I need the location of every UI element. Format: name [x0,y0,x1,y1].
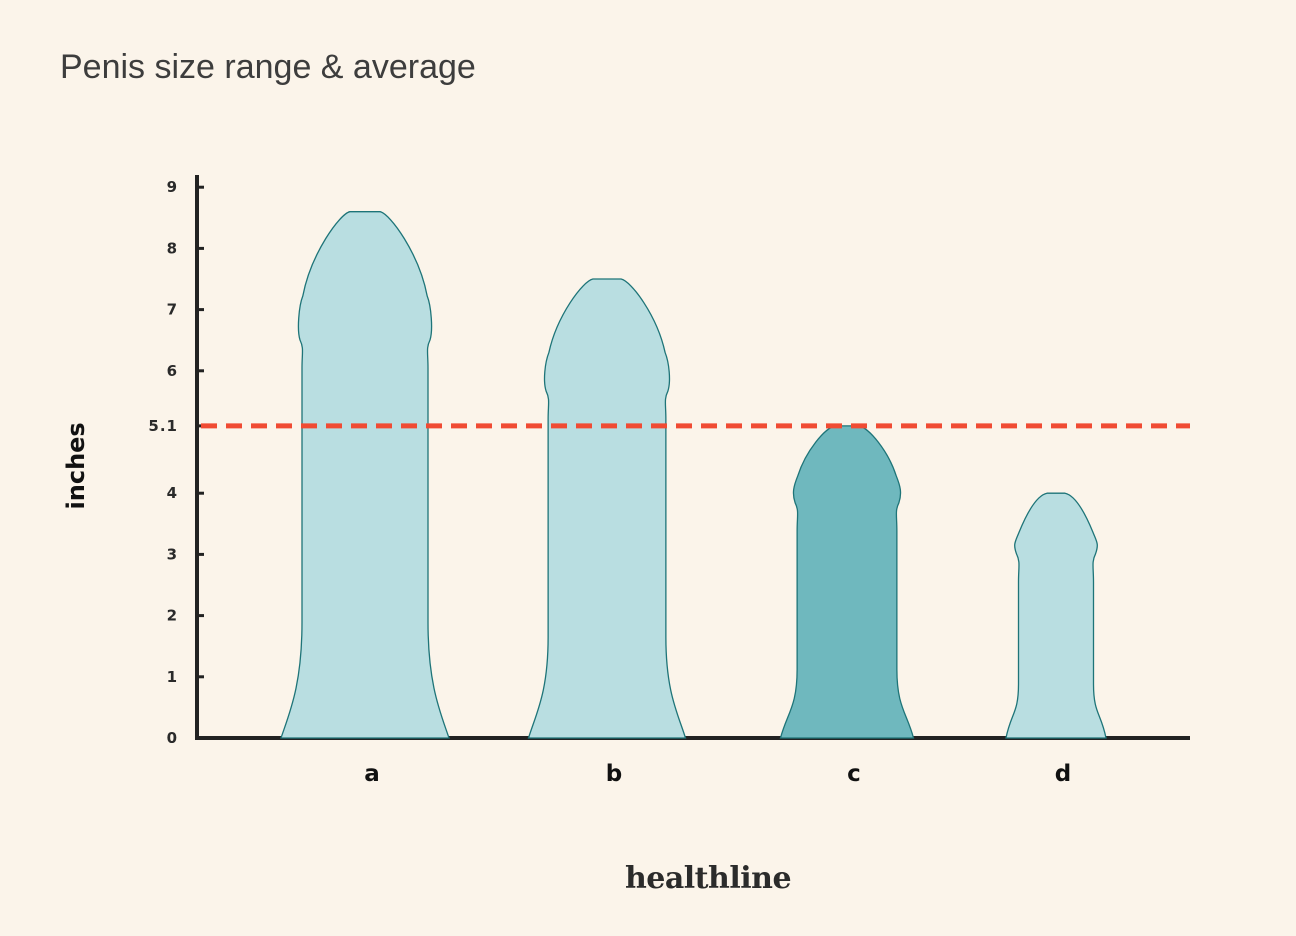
bar-a [280,211,450,739]
y-tick-label-4: 4 [167,484,178,502]
y-tick-label-3: 3 [167,545,178,563]
y-tick-label-9: 9 [167,178,178,196]
category-label-c: c [847,761,861,787]
category-label-a: a [364,761,380,787]
bar-b [527,278,687,739]
y-tick-label-7: 7 [167,301,178,319]
brand-logo: healthline [625,861,791,896]
category-label-b: b [606,761,622,787]
chart-title: Penis size range & average [60,48,476,86]
bar-d [1005,492,1107,739]
plot-area: 0 1 2 3 4 6 7 8 9 5.1 inches a b c d [62,175,1190,787]
bar-c [779,425,915,739]
category-label-d: d [1055,761,1071,787]
y-tick-label-6: 6 [167,362,178,380]
y-tick-label-8: 8 [167,239,178,257]
average-label: 5.1 [148,417,178,435]
y-tick-label-2: 2 [167,607,178,625]
y-axis-label: inches [62,422,90,509]
y-tick-label-0: 0 [167,729,178,747]
y-tick-label-1: 1 [167,668,178,686]
